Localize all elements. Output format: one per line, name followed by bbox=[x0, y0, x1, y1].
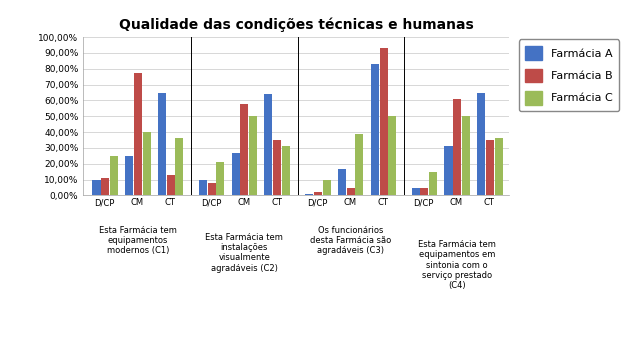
Bar bbox=[355, 134, 364, 195]
Bar bbox=[101, 178, 109, 195]
Text: Os funcionários
desta Farmácia são
agradáveis (C3): Os funcionários desta Farmácia são agrad… bbox=[310, 225, 392, 255]
Bar bbox=[282, 146, 290, 195]
Bar bbox=[338, 168, 346, 195]
Bar bbox=[273, 140, 281, 195]
Bar bbox=[175, 139, 184, 195]
Text: Esta Farmácia tem
equipamentos
modernos (C1): Esta Farmácia tem equipamentos modernos … bbox=[99, 225, 177, 255]
Bar bbox=[347, 187, 355, 195]
Bar bbox=[166, 175, 175, 195]
Bar bbox=[134, 73, 142, 195]
Bar bbox=[429, 172, 437, 195]
Bar bbox=[412, 187, 420, 195]
Bar bbox=[207, 183, 216, 195]
Bar bbox=[388, 116, 396, 195]
Legend: Farmácia A, Farmácia B, Farmácia C: Farmácia A, Farmácia B, Farmácia C bbox=[518, 39, 620, 111]
Bar bbox=[380, 48, 388, 195]
Bar bbox=[199, 180, 207, 195]
Bar bbox=[420, 187, 428, 195]
Bar bbox=[143, 132, 150, 195]
Bar bbox=[323, 180, 331, 195]
Text: Esta Farmácia tem
instalações
visualmente
agradáveis (C2): Esta Farmácia tem instalações visualment… bbox=[205, 233, 284, 273]
Bar bbox=[444, 146, 452, 195]
Bar bbox=[264, 94, 273, 195]
Bar bbox=[216, 162, 224, 195]
Bar bbox=[462, 116, 470, 195]
Bar bbox=[92, 180, 100, 195]
Title: Qualidade das condições técnicas e humanas: Qualidade das condições técnicas e human… bbox=[118, 17, 474, 32]
Bar bbox=[486, 140, 494, 195]
Bar bbox=[453, 99, 461, 195]
Bar bbox=[371, 64, 379, 195]
Bar bbox=[110, 156, 118, 195]
Bar bbox=[495, 139, 502, 195]
Text: Esta Farmácia tem
equipamentos em
sintonia com o
serviço prestado
(C4): Esta Farmácia tem equipamentos em sinton… bbox=[418, 240, 496, 290]
Bar bbox=[305, 194, 314, 195]
Bar bbox=[477, 92, 485, 195]
Bar bbox=[241, 103, 248, 195]
Bar bbox=[232, 153, 240, 195]
Bar bbox=[158, 92, 166, 195]
Bar bbox=[314, 192, 322, 195]
Bar bbox=[249, 116, 257, 195]
Bar bbox=[125, 156, 133, 195]
